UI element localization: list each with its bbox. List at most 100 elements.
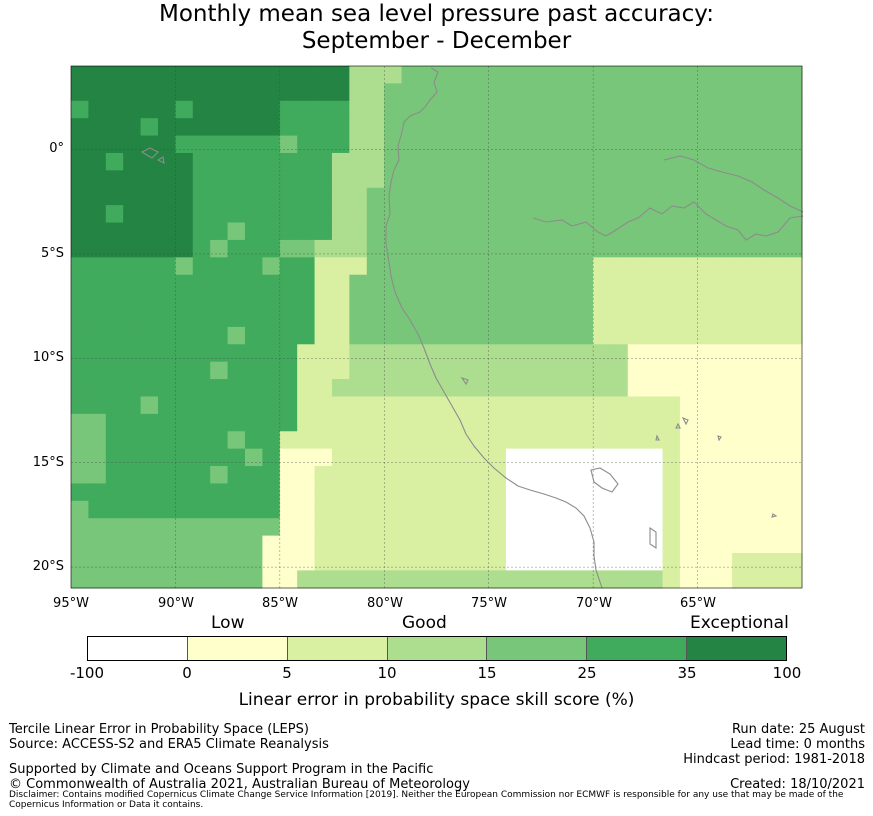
skill-cell <box>175 66 194 84</box>
skill-cell <box>645 396 663 415</box>
skill-cell <box>575 379 594 397</box>
skill-cell <box>297 100 315 119</box>
skill-cell <box>331 118 350 136</box>
skill-cell <box>558 535 576 554</box>
skill-cell <box>349 500 368 519</box>
skill-cell <box>558 518 576 537</box>
skill-cell <box>610 100 629 119</box>
skill-cell <box>227 326 246 345</box>
skill-cell <box>262 500 281 519</box>
map-gridlines <box>71 66 802 588</box>
colorbar-label: Linear error in probability space skill … <box>238 690 635 710</box>
skill-cell <box>766 396 785 415</box>
skill-cell <box>401 518 420 537</box>
skill-cell <box>697 396 716 415</box>
skill-cell <box>140 205 159 223</box>
skill-cell <box>558 152 576 171</box>
skill-cell <box>210 222 228 241</box>
skill-cell <box>471 222 489 241</box>
skill-cell <box>71 257 89 276</box>
skill-cell <box>262 396 281 415</box>
skill-cell <box>436 100 455 119</box>
skill-cell <box>575 553 594 571</box>
skill-cell <box>453 222 472 241</box>
skill-cell <box>105 500 124 519</box>
skill-cell <box>314 500 333 519</box>
skill-cell <box>749 413 768 432</box>
skill-cell <box>297 500 315 519</box>
skill-cell <box>297 83 315 102</box>
skill-cell <box>505 118 524 136</box>
skill-cell <box>401 500 420 519</box>
skill-cell <box>314 170 333 189</box>
skill-cell <box>279 170 298 189</box>
skill-cell <box>331 309 350 328</box>
skill-cell <box>453 274 472 293</box>
skill-cell <box>784 274 803 293</box>
skill-cell <box>523 396 542 415</box>
skill-cell <box>401 379 420 397</box>
skill-cell <box>732 118 750 136</box>
skill-cell <box>140 413 159 432</box>
skill-cell <box>349 274 368 293</box>
skill-cell <box>175 466 194 484</box>
skill-cell <box>88 535 107 554</box>
skill-cell <box>436 118 455 136</box>
skill-cell <box>105 274 124 293</box>
skill-cell <box>697 152 716 171</box>
skill-cell <box>575 500 594 519</box>
skill-cell <box>175 344 194 363</box>
skill-cell <box>401 448 420 467</box>
skill-cell <box>71 135 89 154</box>
skill-cell <box>262 187 281 206</box>
skill-cell <box>157 239 176 258</box>
skill-cell <box>227 257 246 276</box>
skill-cell <box>366 344 385 363</box>
skill-cell <box>175 152 194 171</box>
skill-cell <box>123 100 141 119</box>
skill-cell <box>697 361 716 380</box>
skill-cell <box>592 344 611 363</box>
skill-cell <box>471 118 489 136</box>
skill-cell <box>645 205 663 223</box>
skill-cell <box>123 431 141 450</box>
skill-cell <box>157 379 176 397</box>
skill-cell <box>227 205 246 223</box>
skill-cell <box>558 500 576 519</box>
skill-cell <box>523 239 542 258</box>
skill-cell <box>88 152 107 171</box>
skill-cell <box>575 66 594 84</box>
skill-cell <box>297 170 315 189</box>
skill-cell <box>627 431 646 450</box>
skill-cell <box>418 361 437 380</box>
skill-cell <box>140 309 159 328</box>
skill-cell <box>88 413 107 432</box>
skill-cell <box>679 570 698 589</box>
skill-cell <box>558 274 576 293</box>
skill-cell <box>488 466 507 484</box>
skill-cell <box>488 239 507 258</box>
skill-cell <box>592 187 611 206</box>
skill-cell <box>784 100 803 119</box>
skill-cell <box>749 66 768 84</box>
skill-cell <box>384 483 402 502</box>
skill-cell <box>697 379 716 397</box>
skill-cell <box>157 309 176 328</box>
skill-cell <box>523 152 542 171</box>
skill-cell <box>592 274 611 293</box>
skill-cell <box>575 292 594 310</box>
skill-cell <box>558 170 576 189</box>
skill-cell <box>227 431 246 450</box>
skill-cell <box>488 257 507 276</box>
skill-cell <box>558 135 576 154</box>
skill-cell <box>749 553 768 571</box>
skill-cell <box>749 500 768 519</box>
skill-cell <box>610 170 629 189</box>
skill-cell <box>610 222 629 241</box>
skill-cell <box>297 413 315 432</box>
skill-cell <box>157 361 176 380</box>
colorbar-segment <box>187 637 288 660</box>
skill-cell <box>279 66 298 84</box>
skill-cell <box>645 135 663 154</box>
skill-cell <box>471 518 489 537</box>
